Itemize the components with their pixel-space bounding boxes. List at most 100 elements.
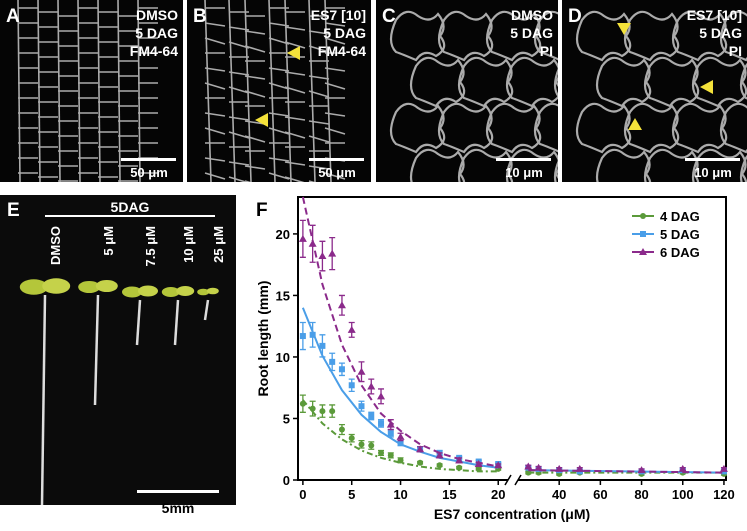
cotyledon [42, 278, 71, 294]
x-tick-label: 100 [672, 487, 694, 502]
data-point [318, 252, 327, 260]
cell-wall [409, 56, 466, 108]
cell-wall [268, 157, 290, 162]
cell-wall [268, 0, 276, 182]
data-point [329, 408, 336, 415]
cell-wall [204, 0, 212, 182]
panel-annotation: ES7 [10] [687, 7, 742, 23]
cell-wall [284, 176, 305, 182]
arrowhead [617, 23, 631, 35]
cell-wall [324, 127, 346, 135]
cell-wall [284, 71, 306, 76]
data-point [575, 464, 584, 472]
cell-wall [204, 82, 226, 90]
legend-label: 4 DAG [660, 209, 700, 224]
legend-marker [640, 231, 646, 237]
cell-wall [228, 161, 250, 166]
cell-wall [284, 26, 306, 31]
data-point [319, 408, 326, 415]
cotyledon [206, 287, 219, 295]
seedling-root [135, 299, 142, 346]
data-point [387, 430, 394, 437]
data-point [475, 465, 482, 472]
data-point [319, 342, 326, 349]
data-point [719, 464, 728, 472]
scale-bar [137, 490, 219, 493]
panel-annotation: DMSO [136, 7, 178, 23]
scale-bar [496, 158, 551, 161]
cell-wall [284, 131, 306, 139]
data-point [416, 445, 425, 453]
x-tick-label: 120 [713, 487, 735, 502]
fit-curve [302, 399, 499, 473]
scale-bar-label: 10 μm [505, 165, 543, 180]
seedling-root [40, 294, 47, 506]
panel-annotation: 5 DAG [510, 25, 553, 41]
cell-wall [97, 0, 101, 182]
cell-wall [244, 165, 266, 170]
cell-wall [643, 148, 700, 182]
scale-bar-label: 50 μm [318, 165, 356, 180]
data-point [367, 382, 376, 390]
arrowhead [287, 46, 300, 60]
cell-wall [691, 56, 747, 108]
data-point [436, 462, 443, 469]
x-tick-label: 10 [393, 487, 407, 502]
data-point [456, 464, 463, 471]
micrograph [376, 0, 558, 182]
cell-wall [324, 0, 332, 182]
scale-bar [309, 158, 364, 161]
panel-annotation: FM4-64 [318, 43, 366, 59]
cell-wall [671, 102, 728, 154]
data-point [309, 331, 316, 338]
data-point [338, 366, 345, 373]
cell-wall [284, 41, 306, 49]
fit-curve [301, 196, 499, 468]
cell-wall [228, 71, 250, 76]
panel-annotation: PI [729, 43, 742, 59]
x-tick-label: 40 [552, 487, 566, 502]
x-axis-label: ES7 concentration (μM) [434, 506, 590, 522]
cell-wall [308, 135, 330, 143]
cell-wall [284, 116, 306, 121]
cotyledon [95, 279, 118, 293]
data-point [396, 432, 405, 440]
data-point [378, 449, 385, 456]
seedling-root [173, 299, 180, 346]
cell-wall [389, 10, 446, 62]
legend-label: 5 DAG [660, 227, 700, 242]
cell-wall [324, 37, 346, 45]
cell-wall [204, 67, 226, 72]
cell-wall [37, 0, 41, 182]
cell-outlines [17, 0, 158, 182]
cell-wall [575, 102, 632, 154]
panel-label: E [7, 200, 20, 221]
data-point [329, 358, 336, 365]
cell-wall [595, 148, 652, 182]
data-point [378, 420, 385, 427]
cell-wall [485, 102, 542, 154]
cell-wall [244, 45, 266, 53]
cell-wall [228, 0, 236, 182]
panel-annotation: 5 DAG [699, 25, 742, 41]
cell-wall [284, 161, 306, 166]
data-point [534, 463, 543, 471]
cell-wall [671, 10, 728, 62]
panel-annotation: ES7 [10] [311, 7, 366, 23]
cotyledon [161, 287, 180, 297]
data-point [524, 462, 533, 470]
cell-outlines [389, 10, 558, 182]
cell-wall [308, 90, 330, 98]
cell-wall [244, 135, 266, 143]
data-point [368, 413, 375, 420]
data-point [338, 426, 345, 433]
panel-annotation: 5 DAG [323, 25, 366, 41]
x-tick-label: 20 [491, 487, 505, 502]
y-tick-label: 15 [276, 288, 290, 303]
cell-wall [228, 176, 249, 182]
cell-wall [204, 127, 226, 135]
cell-wall [691, 148, 747, 182]
panel-annotation: FM4-64 [130, 43, 178, 59]
cell-wall [485, 10, 542, 62]
data-point [494, 461, 503, 469]
